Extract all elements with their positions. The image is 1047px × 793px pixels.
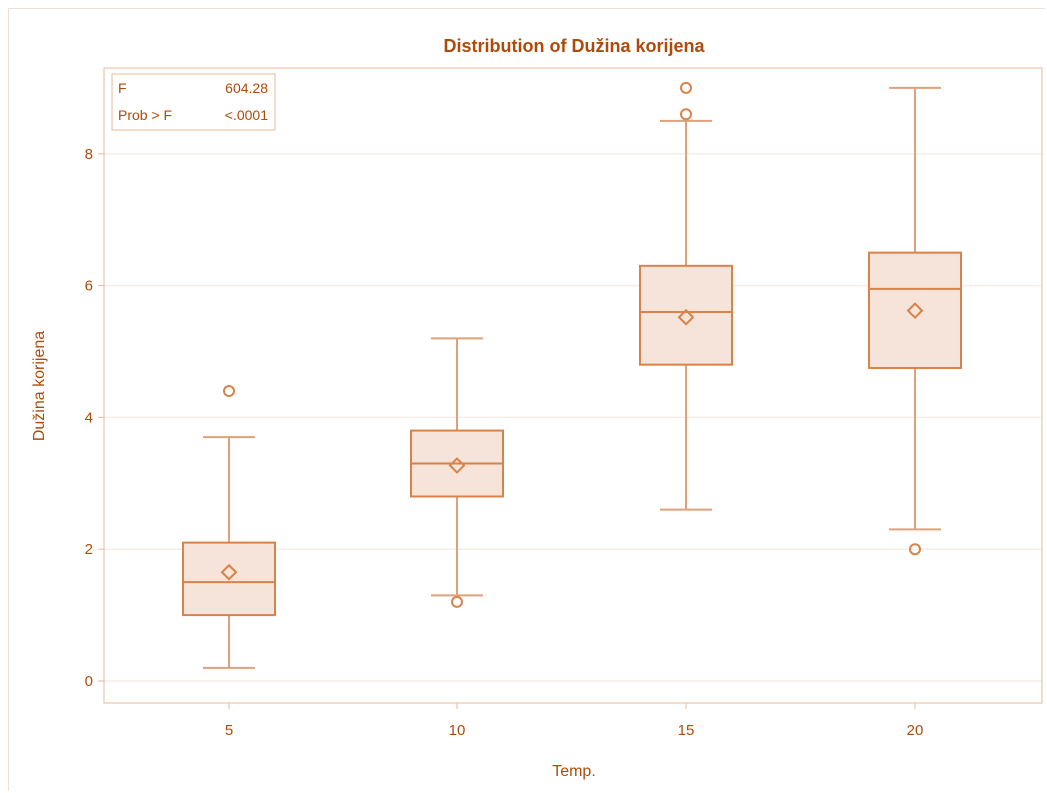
x-tick-label: 15 xyxy=(678,722,695,739)
outlier-point xyxy=(223,385,235,398)
chart-frame xyxy=(8,8,1045,791)
mean-marker xyxy=(220,563,238,581)
y-tick-label: 4 xyxy=(85,409,93,426)
x-tick-label: 20 xyxy=(907,722,924,739)
x-tick-label: 10 xyxy=(449,722,466,739)
mean-marker xyxy=(677,308,695,326)
stats-inset-border xyxy=(111,73,276,131)
mean-marker xyxy=(906,302,924,320)
box-group xyxy=(182,385,276,669)
chart-title: Distribution of Dužina korijena xyxy=(443,36,705,56)
x-axis: 5 10 15 20 xyxy=(225,703,924,739)
stats-inset: F 604.28 Prob > F <.0001 xyxy=(111,73,276,131)
y-axis-label: Dužina korijena xyxy=(31,331,48,441)
box xyxy=(868,251,962,369)
x-axis-label: Temp. xyxy=(552,763,596,780)
y-tick-label: 2 xyxy=(85,541,93,558)
outlier-point xyxy=(451,595,463,608)
boxes-layer xyxy=(182,81,962,669)
box-group xyxy=(410,337,504,608)
mean-marker xyxy=(448,457,466,474)
stat-f-value: 604.28 xyxy=(225,80,268,96)
stat-f-label: F xyxy=(118,80,127,96)
stat-prob-value: <.0001 xyxy=(225,107,268,123)
box-group xyxy=(868,86,962,556)
y-tick-label: 8 xyxy=(85,146,93,163)
plot-area xyxy=(103,67,1043,704)
box-group xyxy=(639,81,733,511)
y-tick-label: 6 xyxy=(85,278,93,295)
x-tick-label: 5 xyxy=(225,722,233,739)
y-axis: 0 2 4 6 8 xyxy=(85,146,104,690)
y-tick-label: 0 xyxy=(85,673,93,690)
outlier-point xyxy=(680,108,692,121)
outlier-point xyxy=(909,543,921,556)
outlier-point xyxy=(680,81,692,94)
box xyxy=(639,264,733,366)
stat-prob-label: Prob > F xyxy=(118,107,172,123)
